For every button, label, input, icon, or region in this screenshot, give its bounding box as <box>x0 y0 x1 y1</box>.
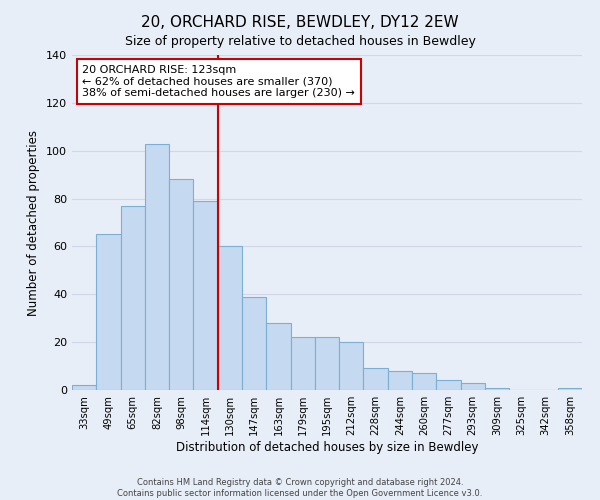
Bar <box>290 338 315 390</box>
Bar <box>364 368 388 390</box>
Bar <box>388 371 412 390</box>
Text: 20, ORCHARD RISE, BEWDLEY, DY12 2EW: 20, ORCHARD RISE, BEWDLEY, DY12 2EW <box>141 15 459 30</box>
Bar <box>339 342 364 390</box>
Bar <box>558 388 582 390</box>
Bar <box>485 388 509 390</box>
X-axis label: Distribution of detached houses by size in Bewdley: Distribution of detached houses by size … <box>176 441 478 454</box>
Bar <box>169 180 193 390</box>
Bar <box>266 323 290 390</box>
Bar <box>436 380 461 390</box>
Text: 20 ORCHARD RISE: 123sqm
← 62% of detached houses are smaller (370)
38% of semi-d: 20 ORCHARD RISE: 123sqm ← 62% of detache… <box>82 65 355 98</box>
Bar <box>315 338 339 390</box>
Text: Size of property relative to detached houses in Bewdley: Size of property relative to detached ho… <box>125 35 475 48</box>
Bar <box>218 246 242 390</box>
Bar <box>72 385 96 390</box>
Bar <box>193 201 218 390</box>
Y-axis label: Number of detached properties: Number of detached properties <box>28 130 40 316</box>
Bar <box>145 144 169 390</box>
Bar <box>412 373 436 390</box>
Bar <box>242 296 266 390</box>
Bar <box>121 206 145 390</box>
Text: Contains HM Land Registry data © Crown copyright and database right 2024.
Contai: Contains HM Land Registry data © Crown c… <box>118 478 482 498</box>
Bar <box>461 383 485 390</box>
Bar <box>96 234 121 390</box>
